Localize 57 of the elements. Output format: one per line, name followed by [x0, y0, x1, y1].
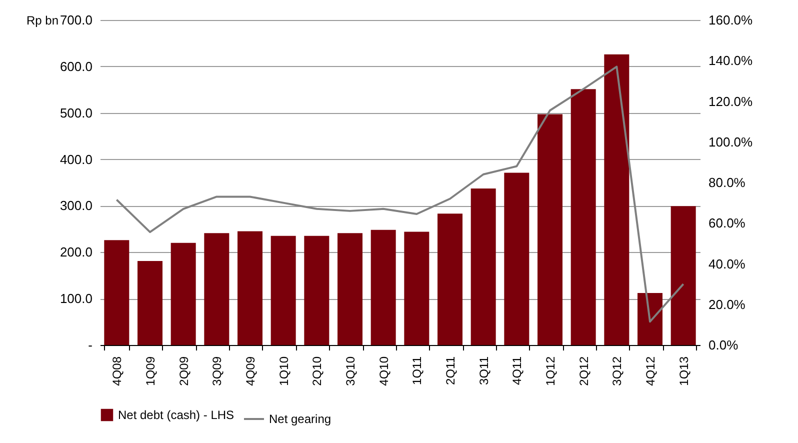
y-tick-label: 200.0 [60, 244, 92, 260]
bar [370, 230, 396, 345]
x-tick-label: 4Q12 [644, 356, 658, 386]
bar [470, 188, 496, 345]
x-tick-label: 4Q09 [244, 356, 258, 386]
y2-tick-label: 140.0% [708, 53, 754, 68]
x-tick-label: 4Q08 [110, 356, 124, 386]
bar [404, 232, 430, 345]
legend-label: Net debt (cash) - LHS [118, 408, 234, 422]
bar [438, 214, 462, 345]
y2-tick-label: 0.0% [708, 338, 739, 352]
line-series [116, 66, 684, 323]
x-tick-label: 1Q12 [544, 356, 558, 386]
x-tick-label: 3Q12 [610, 356, 624, 386]
y-tick-label: - [88, 338, 92, 352]
x-tick-label: 2Q09 [176, 356, 191, 386]
y2-tick-label: 120.0% [708, 94, 754, 109]
bar [338, 233, 362, 345]
y-axis-title: Rp bn [26, 14, 58, 28]
y2-tick-label: 160.0% [708, 12, 754, 28]
bar [504, 172, 530, 345]
x-tick-label: 3Q11 [476, 356, 491, 385]
y2-tick-label: 40.0% [708, 256, 746, 272]
x-tick-label: 1Q13 [676, 356, 691, 386]
x-tick-label: 1Q11 [410, 356, 424, 385]
y-tick-label: 300.0 [60, 198, 92, 214]
bar [204, 233, 230, 345]
legend-label: Net gearing [269, 412, 332, 426]
y2-tick-label: 80.0% [708, 175, 746, 190]
x-tick-label: 4Q11 [510, 356, 524, 385]
bar [170, 242, 196, 345]
x-tick-label: 1Q10 [276, 356, 291, 386]
y2-tick-label: 100.0% [708, 134, 754, 150]
bar [270, 236, 296, 345]
x-tick-label: 2Q11 [444, 356, 458, 385]
bar [670, 206, 696, 345]
bar [570, 89, 596, 345]
y2-tick-label: 60.0% [708, 216, 746, 231]
bar [538, 114, 562, 345]
bar [138, 260, 162, 345]
y-tick-label: 700.0 [60, 12, 92, 28]
x-tick-label: 3Q09 [210, 356, 224, 386]
y-tick-label: 400.0 [60, 152, 92, 167]
x-tick-label: 2Q12 [576, 356, 591, 386]
bar [238, 231, 262, 345]
x-tick-label: 4Q10 [376, 356, 391, 386]
bar [604, 54, 630, 345]
bar [304, 236, 330, 345]
bar [104, 240, 130, 345]
y-tick-label: 100.0 [60, 291, 92, 306]
bar [638, 293, 662, 345]
y-tick-label: 500.0 [60, 105, 92, 120]
x-tick-label: 1Q09 [144, 356, 158, 386]
x-tick-label: 2Q10 [310, 356, 324, 386]
x-tick-label: 3Q10 [344, 356, 358, 386]
y-tick-label: 600.0 [60, 58, 92, 74]
y2-tick-label: 20.0% [708, 296, 746, 312]
